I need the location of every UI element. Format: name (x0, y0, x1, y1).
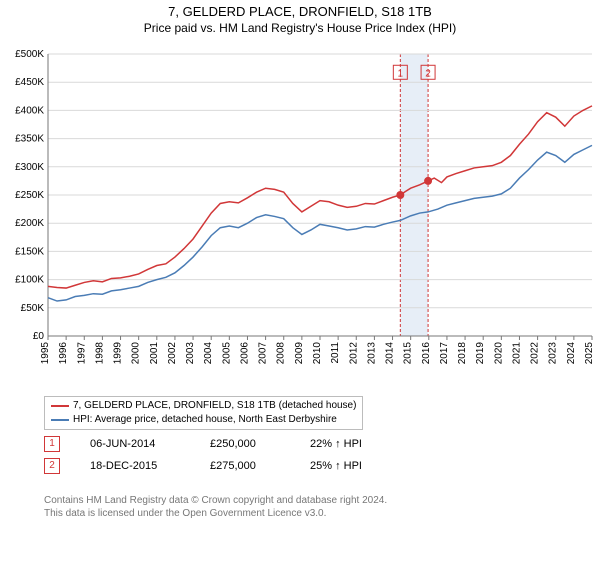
svg-text:2010: 2010 (312, 342, 323, 365)
svg-text:2011: 2011 (330, 342, 341, 364)
svg-text:1995: 1995 (40, 342, 51, 365)
svg-text:2014: 2014 (385, 342, 396, 365)
svg-text:£50K: £50K (21, 303, 45, 314)
legend-label: 7, GELDERD PLACE, DRONFIELD, S18 1TB (de… (73, 399, 356, 413)
svg-text:2017: 2017 (439, 342, 450, 365)
svg-text:2003: 2003 (185, 342, 196, 365)
callout-row: 1 06-JUN-2014 £250,000 22% ↑ HPI (44, 436, 362, 452)
svg-text:£300K: £300K (15, 162, 44, 173)
svg-text:2006: 2006 (239, 342, 250, 365)
svg-text:1996: 1996 (58, 342, 69, 365)
svg-text:£0: £0 (33, 331, 45, 342)
svg-text:2019: 2019 (475, 342, 486, 365)
page-title: 7, GELDERD PLACE, DRONFIELD, S18 1TB (0, 4, 600, 19)
line-chart: £0 £50K £100K £150K £200K £250K £300K £350K £400… (0, 50, 600, 390)
footnote-line: Contains HM Land Registry data © Crown c… (44, 494, 387, 507)
svg-text:2001: 2001 (149, 342, 160, 365)
callout-price: £250,000 (210, 438, 280, 450)
svg-text:£200K: £200K (15, 218, 44, 229)
callout-date: 06-JUN-2014 (90, 438, 180, 450)
callout-table: 1 06-JUN-2014 £250,000 22% ↑ HPI 2 18-DE… (44, 436, 362, 480)
callout-delta: 25% ↑ HPI (310, 460, 362, 472)
svg-text:2007: 2007 (258, 342, 269, 365)
footnote-line: This data is licensed under the Open Gov… (44, 507, 387, 520)
svg-text:1998: 1998 (94, 342, 105, 365)
svg-text:2012: 2012 (348, 342, 359, 365)
svg-text:2022: 2022 (530, 342, 541, 365)
svg-text:2018: 2018 (457, 342, 468, 365)
svg-text:£450K: £450K (15, 77, 44, 88)
callout-price: £275,000 (210, 460, 280, 472)
callout-marker: 2 (44, 458, 60, 474)
svg-text:£100K: £100K (15, 275, 44, 286)
svg-text:£350K: £350K (15, 134, 44, 145)
svg-text:£500K: £500K (15, 50, 44, 60)
legend-label: HPI: Average price, detached house, Nort… (73, 413, 337, 427)
svg-text:2023: 2023 (548, 342, 559, 365)
svg-text:£400K: £400K (15, 105, 44, 116)
legend-item: HPI: Average price, detached house, Nort… (51, 413, 356, 427)
svg-text:1997: 1997 (76, 342, 87, 365)
svg-text:£150K: £150K (15, 246, 44, 257)
svg-text:2013: 2013 (366, 342, 377, 365)
svg-text:2005: 2005 (221, 342, 232, 365)
callout-row: 2 18-DEC-2015 £275,000 25% ↑ HPI (44, 458, 362, 474)
svg-text:2009: 2009 (294, 342, 305, 365)
page-subtitle: Price paid vs. HM Land Registry's House … (0, 21, 600, 35)
svg-text:2020: 2020 (493, 342, 504, 365)
legend-item: 7, GELDERD PLACE, DRONFIELD, S18 1TB (de… (51, 399, 356, 413)
callout-date: 18-DEC-2015 (90, 460, 180, 472)
svg-text:2004: 2004 (203, 342, 214, 365)
svg-text:2024: 2024 (566, 342, 577, 365)
callout-delta: 22% ↑ HPI (310, 438, 362, 450)
svg-text:1: 1 (398, 68, 404, 79)
svg-text:2021: 2021 (511, 342, 522, 365)
svg-text:2025: 2025 (584, 342, 595, 365)
svg-text:2008: 2008 (276, 342, 287, 365)
legend-swatch (51, 419, 69, 421)
svg-text:£250K: £250K (15, 190, 44, 201)
svg-text:1999: 1999 (113, 342, 124, 365)
legend-swatch (51, 405, 69, 407)
svg-text:2002: 2002 (167, 342, 178, 365)
svg-text:2000: 2000 (131, 342, 142, 365)
callout-marker: 1 (44, 436, 60, 452)
legend: 7, GELDERD PLACE, DRONFIELD, S18 1TB (de… (44, 396, 363, 430)
svg-text:2016: 2016 (421, 342, 432, 365)
svg-text:2015: 2015 (403, 342, 414, 365)
footnote: Contains HM Land Registry data © Crown c… (44, 494, 387, 520)
chart-area: £0 £50K £100K £150K £200K £250K £300K £350K £400… (0, 50, 600, 390)
svg-text:2: 2 (425, 68, 431, 79)
